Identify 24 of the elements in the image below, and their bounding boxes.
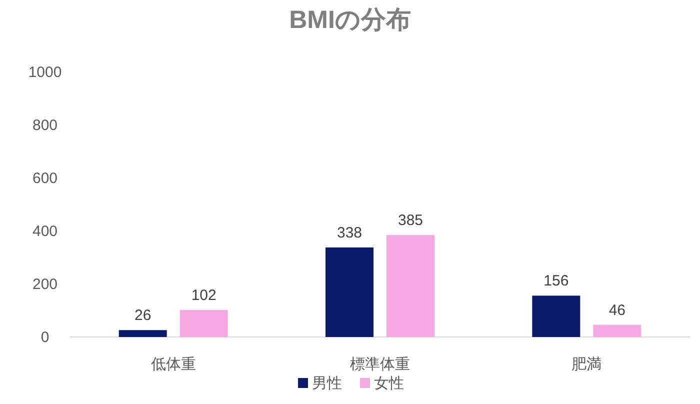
data-label: 46 xyxy=(608,302,626,319)
bar xyxy=(118,330,167,337)
data-label: 338 xyxy=(336,224,362,242)
x-tick-label: 低体重 xyxy=(150,356,196,373)
data-label: 385 xyxy=(398,212,424,229)
legend-label: 男性 xyxy=(312,375,342,392)
bar xyxy=(532,296,580,337)
bar xyxy=(386,234,434,337)
bar xyxy=(326,247,374,337)
y-tick-label: 200 xyxy=(32,276,58,293)
y-tick-label: 400 xyxy=(32,223,58,240)
y-tick-label: 0 xyxy=(40,329,50,346)
chart-title: BMIの分布 xyxy=(289,6,411,34)
data-label: 156 xyxy=(544,272,569,290)
data-label: 26 xyxy=(134,307,152,324)
y-tick-label: 1000 xyxy=(28,64,62,81)
legend-label: 女性 xyxy=(374,375,404,392)
bar xyxy=(593,324,642,337)
y-tick-label: 800 xyxy=(32,117,58,134)
data-label: 102 xyxy=(191,286,216,304)
y-tick-label: 600 xyxy=(32,170,58,187)
x-tick-label: 肥満 xyxy=(572,356,602,373)
x-tick-label: 標準体重 xyxy=(350,356,410,373)
bar xyxy=(180,310,228,337)
